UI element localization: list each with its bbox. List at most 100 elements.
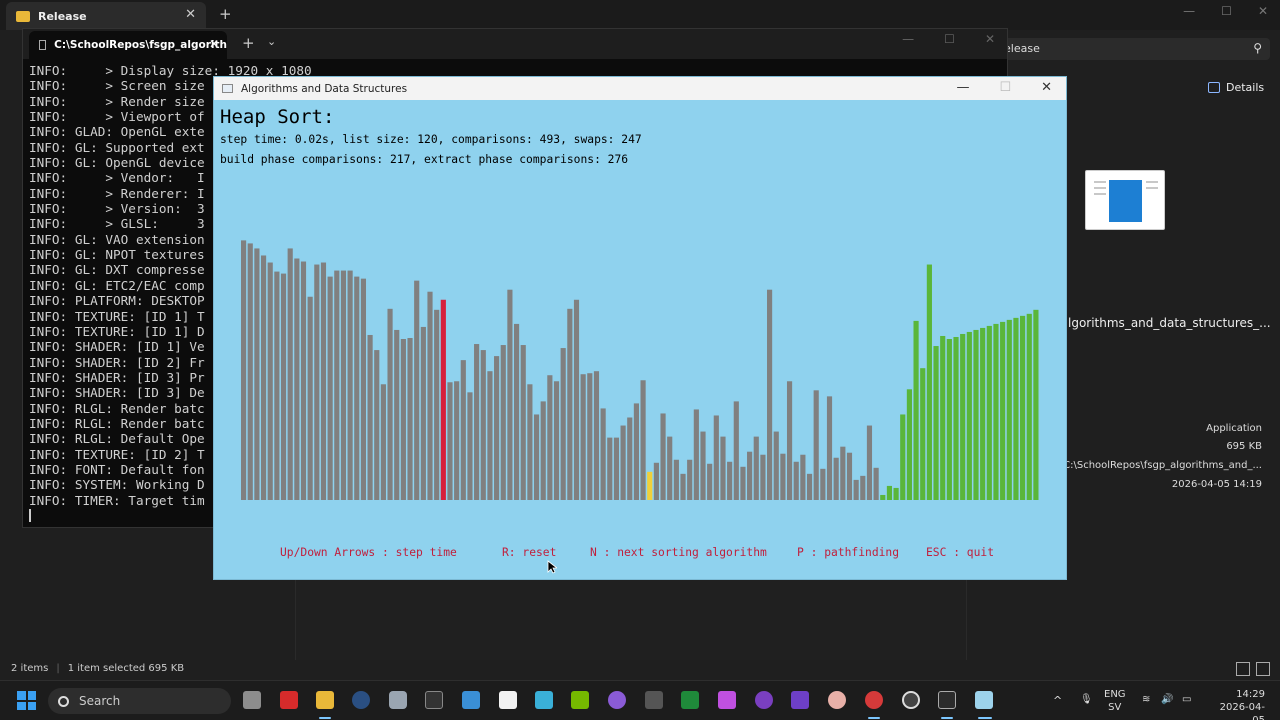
new-tab-button[interactable]: + xyxy=(219,5,232,23)
array-bar xyxy=(334,270,340,500)
maximize-button[interactable]: ☐ xyxy=(944,32,955,46)
nvidia-icon[interactable] xyxy=(571,691,589,709)
details-file-size: 695 KB xyxy=(1226,441,1262,452)
taskbar: Search ^ 🎙 ENG SV ≋ 🔊 ▭ 14:29 2026-04-05 xyxy=(0,680,1280,720)
terminal-tab-bar: C:\SchoolRepos\fsgp_algorith ✕ + ⌄ — ☐ ✕ xyxy=(23,29,1007,59)
chrome-icon[interactable] xyxy=(865,691,883,709)
file-explorer-icon[interactable] xyxy=(316,691,334,709)
array-bar xyxy=(587,373,593,500)
terminal-output: INFO: > Display size: 1920 x 1080 INFO: >… xyxy=(29,63,312,508)
tray-overflow-icon[interactable]: ^ xyxy=(1053,694,1063,707)
array-bar xyxy=(873,467,879,500)
camera-icon[interactable] xyxy=(718,691,736,709)
array-bar xyxy=(627,417,633,500)
array-bar xyxy=(700,431,706,500)
array-bar xyxy=(933,346,939,500)
array-bar xyxy=(480,350,486,500)
array-bar xyxy=(900,414,906,500)
array-bar xyxy=(467,392,473,500)
windows-start-icon[interactable] xyxy=(17,691,36,710)
xbox-icon[interactable] xyxy=(681,691,699,709)
github-icon[interactable] xyxy=(755,691,773,709)
array-bar xyxy=(713,415,719,501)
terminal-line: INFO: TEXTURE: [ID 1] T xyxy=(29,308,205,324)
terminal-taskbar-icon[interactable] xyxy=(938,691,956,709)
minimize-button[interactable]: — xyxy=(956,80,970,95)
array-bar xyxy=(647,471,653,500)
array-bar xyxy=(613,437,620,500)
battery-icon[interactable]: ▭ xyxy=(1182,694,1192,705)
inkscape-icon[interactable] xyxy=(645,691,663,709)
close-window-button[interactable]: ✕ xyxy=(1257,4,1268,18)
array-bar xyxy=(573,299,580,500)
terminal-line: INFO: > Version: 3 xyxy=(29,201,205,217)
chevron-down-icon[interactable]: ⌄ xyxy=(267,35,277,48)
steam-icon[interactable] xyxy=(352,691,370,709)
volume-icon[interactable]: 🔊 xyxy=(1161,694,1174,705)
explorer-status-bar: 2 items | 1 item selected 695 KB xyxy=(11,663,185,674)
explorer-tab[interactable]: Release ✕ xyxy=(6,2,206,30)
terminal-line: INFO: RLGL: Render batc xyxy=(29,400,205,416)
epic-games-icon[interactable] xyxy=(425,691,443,709)
window-title-bar[interactable]: Algorithms and Data Structures — ☐ ✕ xyxy=(214,77,1066,100)
document-icon[interactable] xyxy=(499,691,517,709)
app-icon-red[interactable] xyxy=(280,691,298,709)
minimize-button[interactable]: — xyxy=(1183,4,1196,18)
git-client-icon[interactable] xyxy=(902,691,920,709)
terminal-line: INFO: > GLSL: 3 xyxy=(29,216,205,232)
array-bar xyxy=(340,270,347,500)
wifi-icon[interactable]: ≋ xyxy=(1142,694,1151,705)
array-bar xyxy=(300,261,307,500)
array-bar xyxy=(880,494,886,500)
close-window-button[interactable]: ✕ xyxy=(984,32,995,46)
details-button[interactable]: Details xyxy=(1208,81,1264,94)
details-label: Details xyxy=(1226,81,1265,94)
search-icon[interactable]: ⚲ xyxy=(1253,41,1262,55)
image-editor-icon[interactable] xyxy=(462,691,480,709)
array-bar xyxy=(260,255,267,500)
minimize-button[interactable]: — xyxy=(902,32,915,46)
folder-icon xyxy=(16,10,30,22)
terminal-line: INFO: SHADER: [ID 3] De xyxy=(29,385,205,401)
address-bar[interactable]: elease ⚲ xyxy=(990,38,1270,60)
array-bar xyxy=(786,381,793,500)
terminal-line: INFO: GL: OpenGL device xyxy=(29,155,205,171)
array-bar xyxy=(287,248,293,500)
array-bar xyxy=(560,348,566,500)
notes-icon[interactable] xyxy=(535,691,553,709)
close-tab-icon[interactable]: ✕ xyxy=(208,37,219,51)
language-secondary: SV xyxy=(1108,702,1122,713)
close-window-button[interactable]: ✕ xyxy=(1041,80,1052,95)
terminal-line: INFO: GL: VAO extension xyxy=(29,231,205,247)
array-bar xyxy=(420,326,426,500)
microphone-icon[interactable]: 🎙 xyxy=(1080,694,1093,705)
array-bar xyxy=(946,339,952,500)
taskbar-search[interactable]: Search xyxy=(48,688,231,714)
language-indicator[interactable]: ENG SV xyxy=(1104,688,1126,714)
array-bar xyxy=(633,403,639,500)
clock[interactable]: 14:29 2026-04-05 xyxy=(1208,688,1265,720)
obs-icon[interactable] xyxy=(608,691,626,709)
task-view-icon[interactable] xyxy=(243,691,261,709)
details-view-button[interactable] xyxy=(1236,662,1250,676)
status-item-count: 2 items xyxy=(11,663,49,674)
array-bar xyxy=(414,280,420,500)
stats-line-2: build phase comparisons: 217, extract ph… xyxy=(220,153,629,166)
visual-studio-icon[interactable] xyxy=(791,691,809,709)
array-bar xyxy=(866,425,873,500)
array-bar xyxy=(747,451,753,500)
array-bar xyxy=(913,320,919,500)
array-bar xyxy=(374,350,380,500)
tiles-view-button[interactable] xyxy=(1256,662,1270,676)
array-bar xyxy=(806,473,813,500)
array-bar xyxy=(314,264,320,500)
close-tab-icon[interactable]: ✕ xyxy=(185,7,196,22)
new-tab-button[interactable]: + xyxy=(242,34,255,52)
array-bar xyxy=(813,390,819,500)
terminal-tab[interactable]: C:\SchoolRepos\fsgp_algorith ✕ xyxy=(29,31,227,59)
maximize-button[interactable]: ☐ xyxy=(1221,4,1232,18)
avatar-app-icon[interactable] xyxy=(828,691,846,709)
visualizer-taskbar-icon[interactable] xyxy=(975,691,993,709)
details-file-type: Application xyxy=(1206,423,1262,434)
unity-icon[interactable] xyxy=(389,691,407,709)
